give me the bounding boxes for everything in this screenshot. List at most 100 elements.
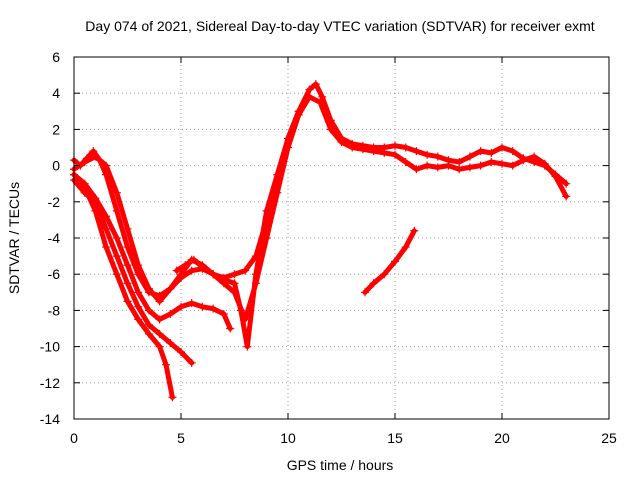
data-point	[177, 270, 185, 279]
x-tick-label: 5	[177, 430, 185, 446]
y-tick-label: -4	[48, 230, 61, 246]
data-point	[423, 161, 432, 170]
x-tick-label: 20	[494, 430, 510, 446]
data-point	[326, 125, 335, 134]
data-point	[112, 252, 121, 261]
data-point	[305, 92, 314, 101]
data-point	[219, 275, 228, 284]
data-point	[123, 279, 132, 288]
data-point	[530, 152, 539, 161]
data-point	[358, 145, 367, 154]
data-point	[155, 315, 164, 324]
data-point	[155, 297, 164, 306]
data-point	[455, 165, 464, 174]
data-point	[189, 255, 198, 264]
data-point	[562, 192, 571, 201]
data-point	[91, 152, 100, 161]
y-tick-label: -2	[48, 194, 61, 210]
data-point	[410, 226, 419, 235]
data-point	[380, 270, 389, 279]
data-point	[348, 143, 357, 152]
data-point	[89, 147, 98, 156]
data-point	[80, 157, 89, 166]
y-axis-title: SDTVAR / TECUs	[6, 182, 22, 294]
data-point	[162, 360, 171, 369]
data-point	[273, 170, 282, 179]
data-point	[273, 188, 282, 197]
data-point	[155, 342, 164, 351]
data-point	[80, 188, 89, 197]
data-point	[262, 206, 271, 215]
y-tick-label: 6	[52, 49, 60, 65]
y-tick-label: -14	[40, 411, 60, 427]
data-point	[508, 161, 517, 170]
data-point	[187, 266, 196, 275]
data-point	[123, 261, 132, 270]
data-point	[166, 284, 175, 293]
data-point	[102, 161, 111, 170]
data-point	[226, 324, 235, 333]
x-tick-label: 25	[601, 430, 617, 446]
data-point	[251, 270, 260, 279]
data-point	[166, 310, 175, 319]
data-point	[305, 85, 314, 94]
data-point	[155, 329, 164, 338]
data-point	[433, 152, 442, 161]
data-point	[230, 270, 239, 279]
data-point	[433, 163, 442, 172]
data-point	[498, 159, 506, 168]
data-point	[209, 304, 218, 313]
data-point	[177, 348, 185, 357]
series-line	[71, 172, 233, 331]
data-point	[219, 310, 228, 319]
data-point	[380, 148, 389, 157]
data-point	[465, 152, 474, 161]
data-point	[102, 243, 111, 252]
data-point	[209, 270, 218, 279]
data-point	[551, 172, 560, 181]
data-point	[311, 80, 320, 89]
series-group	[70, 80, 571, 402]
data-point	[412, 165, 421, 174]
data-point	[508, 147, 517, 156]
data-point	[316, 98, 325, 107]
x-axis-title: GPS time / hours	[287, 457, 394, 473]
data-point	[198, 302, 207, 311]
data-point	[236, 306, 245, 315]
series-track-b	[70, 176, 196, 367]
data-point	[401, 157, 410, 166]
data-point	[123, 297, 132, 306]
data-point	[134, 288, 143, 297]
data-point	[144, 329, 153, 338]
data-point	[187, 358, 196, 367]
data-point	[102, 224, 111, 233]
data-point	[134, 302, 143, 311]
data-point	[134, 261, 143, 270]
series-line	[71, 177, 195, 366]
data-point	[318, 92, 327, 101]
data-point	[134, 315, 143, 324]
data-point	[391, 141, 399, 150]
data-point	[241, 266, 250, 275]
series-track-g	[361, 226, 419, 297]
data-point	[144, 306, 153, 315]
data-point	[423, 150, 432, 159]
data-point	[91, 194, 100, 203]
data-point	[187, 299, 196, 308]
x-tick-label: 0	[70, 430, 78, 446]
data-point	[562, 179, 571, 188]
data-point	[294, 107, 303, 116]
y-tick-label: 4	[52, 85, 60, 101]
data-point	[198, 262, 207, 271]
series-track-f	[172, 92, 314, 351]
data-point	[391, 257, 399, 266]
data-point	[166, 338, 175, 347]
data-point	[112, 234, 121, 242]
data-point	[487, 157, 496, 166]
y-tick-label: -6	[48, 266, 61, 282]
data-point	[112, 270, 121, 279]
chart-title: Day 074 of 2021, Sidereal Day-to-day VTE…	[85, 18, 594, 34]
y-tick-label: -10	[40, 339, 60, 355]
